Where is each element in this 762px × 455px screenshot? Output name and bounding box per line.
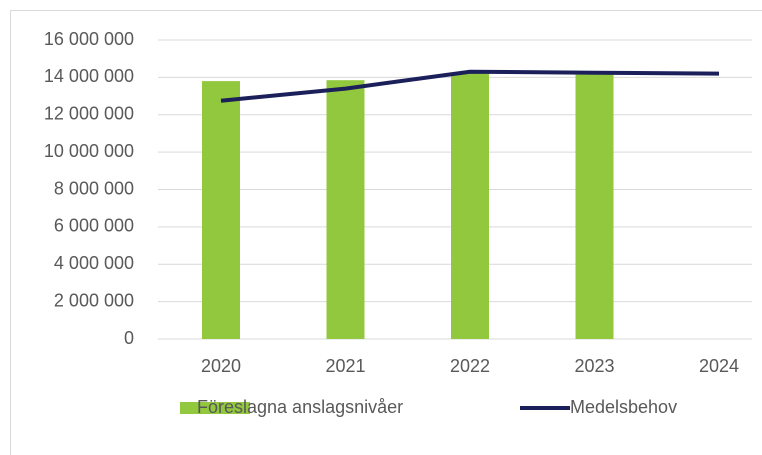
bar [326,80,365,339]
y-tick-label: 14 000 000 [44,66,134,86]
bar [451,73,489,339]
bar [202,81,240,340]
y-tick-label: 0 [124,328,134,348]
x-tick-label: 2022 [450,356,490,376]
legend-label: Föreslagna anslagsnivåer [197,397,403,417]
y-tick-label: 12 000 000 [44,104,134,124]
line [220,69,720,103]
y-tick-label: 2 000 000 [54,290,134,310]
legend-swatch [180,402,250,414]
x-tick-label: 2020 [201,356,241,376]
x-tick-label: 2023 [574,356,614,376]
x-tick-label: 2021 [325,356,365,376]
y-tick-label: 8 000 000 [54,178,134,198]
chart-border [10,10,762,455]
y-tick-label: 6 000 000 [54,216,134,236]
bar [575,74,614,340]
y-tick-label: 16 000 000 [44,29,134,49]
y-tick-label: 4 000 000 [54,253,134,273]
legend-label: Medelsbehov [570,397,677,417]
y-tick-label: 10 000 000 [44,141,134,161]
x-tick-label: 2024 [699,356,739,376]
